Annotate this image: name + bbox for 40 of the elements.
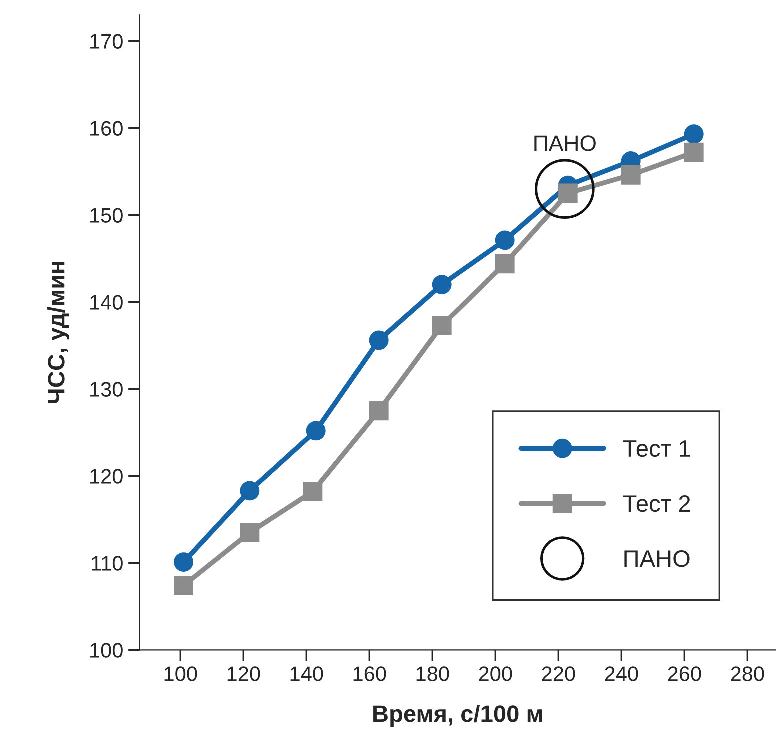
point [369,330,389,350]
x-tick-label: 200 [479,666,512,682]
y-tick-label: 140 [90,295,123,310]
y-tick-label: 130 [90,382,123,397]
point [432,316,452,336]
x-tick-label: 100 [164,666,198,682]
x-tick-label: 180 [416,666,450,682]
point [306,421,326,441]
point [432,275,452,295]
point [495,254,515,274]
x-tick-label: 160 [354,666,386,682]
x-tick-label: 220 [542,666,576,682]
point [684,142,704,162]
x-tick-label: 240 [605,666,638,682]
y-tick-label: 110 [92,556,123,571]
point [240,523,260,542]
y-tick-label: 150 [90,208,123,223]
legend-label: Тест 1 [623,440,690,458]
legend-label: Тест 2 [623,495,690,512]
x-tick-label: 280 [731,666,764,682]
y-axis-title: ЧСС, уд/мин [48,262,70,404]
y-tick-label: 120 [90,469,123,484]
point [303,482,323,502]
point [174,552,194,572]
point [684,124,704,144]
point [369,401,389,421]
y-tick-label: 160 [90,121,123,136]
x-tick-label: 120 [228,666,260,682]
x-axis-title: Время, с/100 м [374,704,542,728]
point [495,230,515,250]
x-tick-label: 260 [668,666,702,682]
y-tick-label: 100 [90,643,123,658]
point [240,481,260,501]
point [174,576,194,596]
annotation: ПАНО [534,136,596,152]
legend-label: ПАНО [624,550,690,568]
x-tick-label: 140 [290,666,324,682]
point [535,159,595,219]
y-tick-label: 170 [90,34,123,49]
point [621,165,641,185]
